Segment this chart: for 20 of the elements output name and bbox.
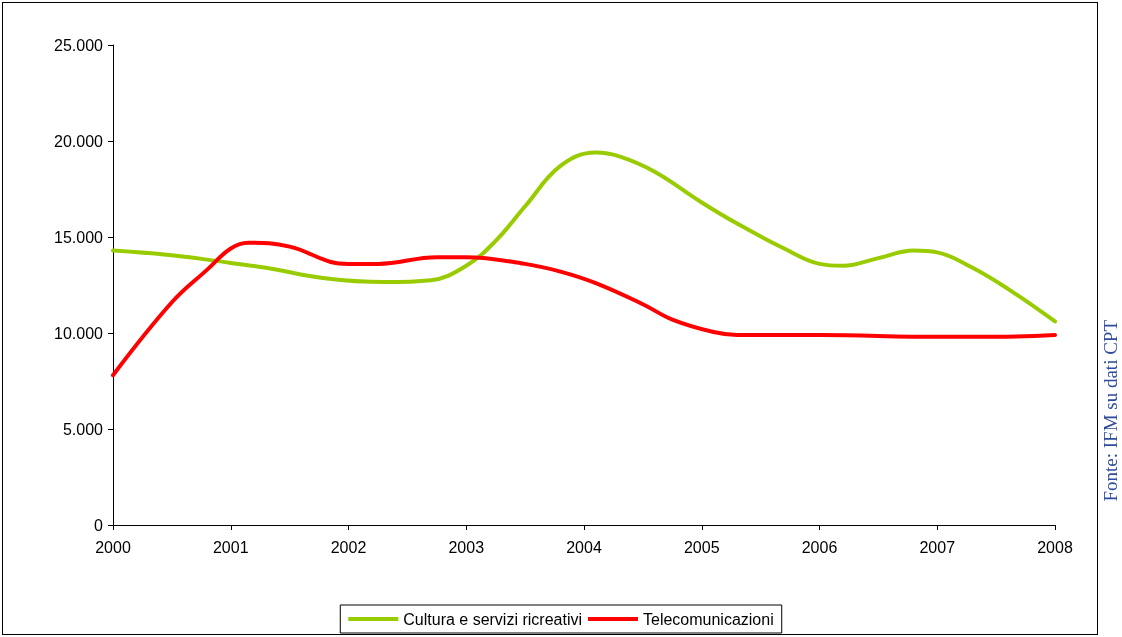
line-series: [111, 150, 1057, 324]
y-tick-label: 0: [94, 516, 104, 534]
y-tick-label: 25.000: [54, 36, 104, 54]
x-tick-label: 2007: [919, 538, 956, 556]
legend-label: Telecomunicazioni: [642, 610, 774, 628]
x-tick-label: 2003: [448, 538, 485, 556]
x-tick-label: 2001: [212, 538, 249, 556]
x-tick-label: 2005: [683, 538, 720, 556]
x-tick-label: 2006: [801, 538, 838, 556]
y-tick-label: 15.000: [54, 228, 104, 246]
x-tick-label: 2004: [566, 538, 602, 556]
source-note: Fonte: IFM su dati CPT: [1100, 319, 1121, 502]
y-tick-label: 20.000: [54, 132, 104, 150]
legend-label: Cultura e servizi ricreativi: [403, 610, 582, 628]
y-tick-label: 5.000: [62, 420, 104, 438]
x-tick-label: 2002: [330, 538, 367, 556]
x-tick-label: 2008: [1037, 538, 1073, 556]
y-tick-label: 10.000: [54, 324, 104, 342]
line-series: [111, 240, 1057, 378]
x-tick-label: 2000: [95, 538, 131, 556]
